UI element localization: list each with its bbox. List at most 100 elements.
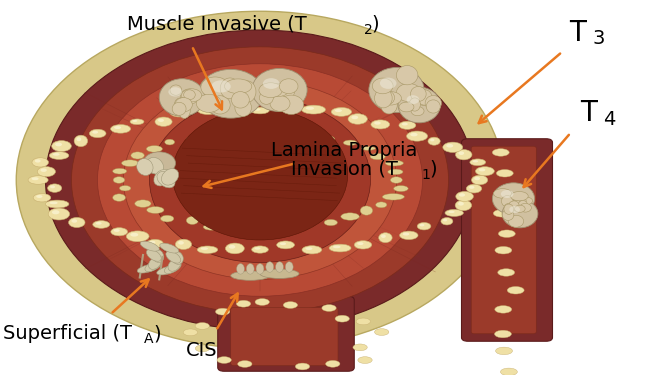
Text: Muscle Invasive (T: Muscle Invasive (T	[127, 15, 307, 34]
Ellipse shape	[202, 129, 218, 137]
Ellipse shape	[428, 137, 440, 145]
Ellipse shape	[459, 193, 465, 196]
Ellipse shape	[160, 243, 179, 253]
Ellipse shape	[173, 108, 179, 112]
Ellipse shape	[239, 81, 256, 102]
Ellipse shape	[352, 116, 358, 119]
Ellipse shape	[175, 98, 189, 109]
Ellipse shape	[280, 79, 298, 94]
Ellipse shape	[113, 177, 125, 183]
Ellipse shape	[231, 271, 270, 280]
Text: T: T	[580, 99, 597, 127]
Ellipse shape	[122, 160, 138, 166]
FancyBboxPatch shape	[231, 308, 338, 366]
Ellipse shape	[343, 140, 357, 146]
Ellipse shape	[374, 328, 389, 335]
Ellipse shape	[96, 222, 101, 225]
Ellipse shape	[519, 203, 532, 212]
Ellipse shape	[32, 158, 49, 167]
Ellipse shape	[164, 262, 181, 273]
Ellipse shape	[376, 90, 395, 105]
Ellipse shape	[358, 357, 372, 363]
Ellipse shape	[252, 68, 307, 112]
Ellipse shape	[220, 78, 240, 99]
Ellipse shape	[285, 262, 293, 272]
Ellipse shape	[145, 260, 162, 272]
Ellipse shape	[179, 103, 190, 118]
Ellipse shape	[302, 246, 322, 254]
Ellipse shape	[471, 175, 488, 185]
Ellipse shape	[195, 322, 209, 329]
Ellipse shape	[443, 142, 463, 152]
Ellipse shape	[443, 219, 447, 221]
Text: Superficial (T: Superficial (T	[3, 324, 132, 343]
Ellipse shape	[458, 202, 464, 206]
Ellipse shape	[493, 189, 512, 198]
Ellipse shape	[146, 146, 162, 152]
Ellipse shape	[504, 204, 514, 214]
Ellipse shape	[229, 245, 235, 249]
Ellipse shape	[157, 266, 177, 275]
Ellipse shape	[295, 363, 309, 370]
Ellipse shape	[504, 203, 520, 210]
Ellipse shape	[353, 344, 367, 351]
Ellipse shape	[228, 222, 244, 230]
Ellipse shape	[195, 345, 209, 352]
Ellipse shape	[235, 99, 252, 116]
Ellipse shape	[216, 308, 230, 315]
Ellipse shape	[72, 219, 77, 223]
Ellipse shape	[226, 243, 244, 254]
Ellipse shape	[326, 360, 340, 367]
Ellipse shape	[354, 241, 372, 249]
Ellipse shape	[136, 159, 153, 176]
Ellipse shape	[403, 232, 410, 236]
Ellipse shape	[510, 192, 528, 201]
Ellipse shape	[495, 246, 512, 254]
Ellipse shape	[374, 88, 392, 108]
Ellipse shape	[495, 330, 512, 338]
Ellipse shape	[201, 77, 229, 98]
Ellipse shape	[411, 106, 424, 116]
Ellipse shape	[502, 209, 514, 220]
Ellipse shape	[501, 195, 513, 207]
Ellipse shape	[112, 168, 127, 174]
Ellipse shape	[146, 249, 161, 261]
Ellipse shape	[515, 205, 525, 212]
Ellipse shape	[147, 207, 164, 213]
Text: 4: 4	[603, 110, 616, 129]
Ellipse shape	[266, 262, 274, 272]
Ellipse shape	[381, 234, 385, 238]
Ellipse shape	[498, 269, 515, 276]
Ellipse shape	[69, 217, 85, 228]
Ellipse shape	[509, 201, 519, 210]
Ellipse shape	[114, 229, 120, 232]
Ellipse shape	[52, 210, 59, 214]
Ellipse shape	[502, 200, 538, 228]
Ellipse shape	[92, 131, 98, 134]
Ellipse shape	[448, 211, 454, 213]
Ellipse shape	[124, 81, 396, 279]
Ellipse shape	[133, 120, 137, 122]
Ellipse shape	[93, 220, 110, 228]
Ellipse shape	[285, 99, 300, 111]
Ellipse shape	[302, 219, 314, 228]
Ellipse shape	[228, 128, 242, 136]
Ellipse shape	[495, 190, 512, 197]
Ellipse shape	[278, 101, 298, 111]
Ellipse shape	[140, 241, 159, 251]
Ellipse shape	[399, 102, 414, 112]
Ellipse shape	[263, 78, 280, 89]
Ellipse shape	[164, 139, 175, 145]
Ellipse shape	[518, 201, 528, 210]
Text: 1: 1	[421, 168, 430, 182]
Ellipse shape	[46, 200, 69, 208]
Ellipse shape	[374, 122, 381, 124]
Ellipse shape	[280, 242, 286, 245]
Ellipse shape	[98, 64, 422, 296]
Ellipse shape	[456, 150, 472, 160]
Ellipse shape	[217, 357, 231, 363]
Ellipse shape	[411, 87, 426, 102]
Ellipse shape	[229, 109, 235, 112]
Ellipse shape	[514, 197, 526, 206]
Ellipse shape	[170, 106, 189, 117]
